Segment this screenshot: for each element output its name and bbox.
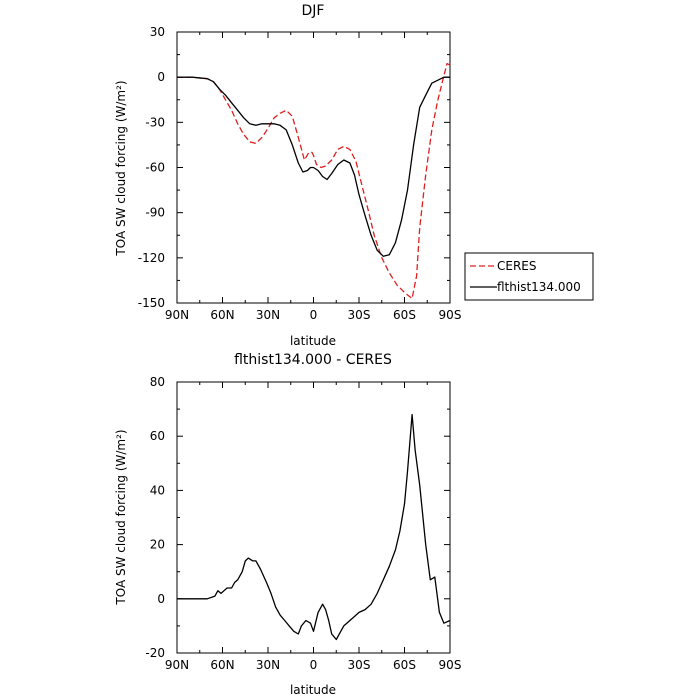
bottom-panel-x-tick-label: 60S: [393, 658, 416, 672]
bottom-panel: flthist134.000 - CERES latitude TOA SW c…: [114, 352, 461, 697]
top-panel-x-axis-label: latitude: [290, 334, 336, 348]
bottom-panel-y-tick-label: -20: [145, 646, 165, 660]
bottom-panel-x-tick-label: 90S: [439, 658, 462, 672]
top-panel-title: DJF: [302, 3, 325, 19]
top-panel-y-tick-label: -90: [145, 206, 165, 220]
bottom-panel-x-axis-label: latitude: [290, 683, 336, 697]
top-panel-y-tick-label: -60: [145, 161, 165, 175]
top-panel-x-tick-label: 0: [310, 308, 318, 322]
legend: CERES flthist134.000: [464, 252, 594, 301]
top-panel-y-axis-label: TOA SW cloud forcing (W/m²): [114, 80, 128, 256]
bottom-panel-y-tick-label: 0: [157, 592, 165, 606]
legend-box: [464, 252, 594, 301]
bottom-panel-y-tick-label: 80: [150, 375, 165, 389]
top-panel-series: [177, 62, 451, 300]
top-panel-ticks: 90N 60N 30N 0 30S 60S 90S -150 -120 -90 -60 -30 0 30: [138, 25, 462, 322]
top-panel-series-line-1: [177, 76, 450, 257]
top-panel: DJF latitude TOA SW cloud forcing (W/m²)…: [114, 3, 461, 348]
top-panel-x-tick-label: 60N: [210, 308, 234, 322]
bottom-panel-ticks: 90N 60N 30N 0 30S 60S 90S -20 0 20 40 60 80: [145, 375, 461, 672]
bottom-panel-y-tick-label: 40: [150, 483, 165, 497]
bottom-panel-x-tick-label: 30N: [256, 658, 280, 672]
bottom-panel-x-tick-label: 0: [310, 658, 318, 672]
bottom-panel-y-tick-label: 60: [150, 429, 165, 443]
top-panel-series-line-0: [177, 62, 451, 300]
top-panel-y-tick-label: -30: [145, 115, 165, 129]
bottom-panel-series: [177, 413, 451, 641]
bottom-panel-y-axis-label: TOA SW cloud forcing (W/m²): [114, 429, 128, 605]
bottom-panel-frame: [176, 381, 451, 654]
legend-label-ceres: CERES: [497, 259, 537, 273]
top-panel-x-tick-label: 30S: [348, 308, 371, 322]
top-panel-x-tick-label: 60S: [393, 308, 416, 322]
legend-label-flthist: flthist134.000: [497, 280, 581, 294]
top-panel-y-tick-label: 30: [150, 25, 165, 39]
bottom-panel-title: flthist134.000 - CERES: [234, 352, 392, 368]
top-panel-y-tick-label: -120: [138, 251, 165, 265]
top-panel-x-tick-label: 90S: [439, 308, 462, 322]
bottom-panel-x-tick-label: 60N: [210, 658, 234, 672]
top-panel-x-tick-label: 30N: [256, 308, 280, 322]
bottom-panel-y-tick-label: 20: [150, 538, 165, 552]
bottom-panel-series-line-0: [177, 413, 451, 641]
bottom-panel-x-tick-label: 30S: [348, 658, 371, 672]
top-panel-y-tick-label: 0: [157, 70, 165, 84]
top-panel-x-tick-label: 90N: [165, 308, 189, 322]
bottom-panel-x-tick-label: 90N: [165, 658, 189, 672]
top-panel-y-tick-label: -150: [138, 296, 165, 310]
